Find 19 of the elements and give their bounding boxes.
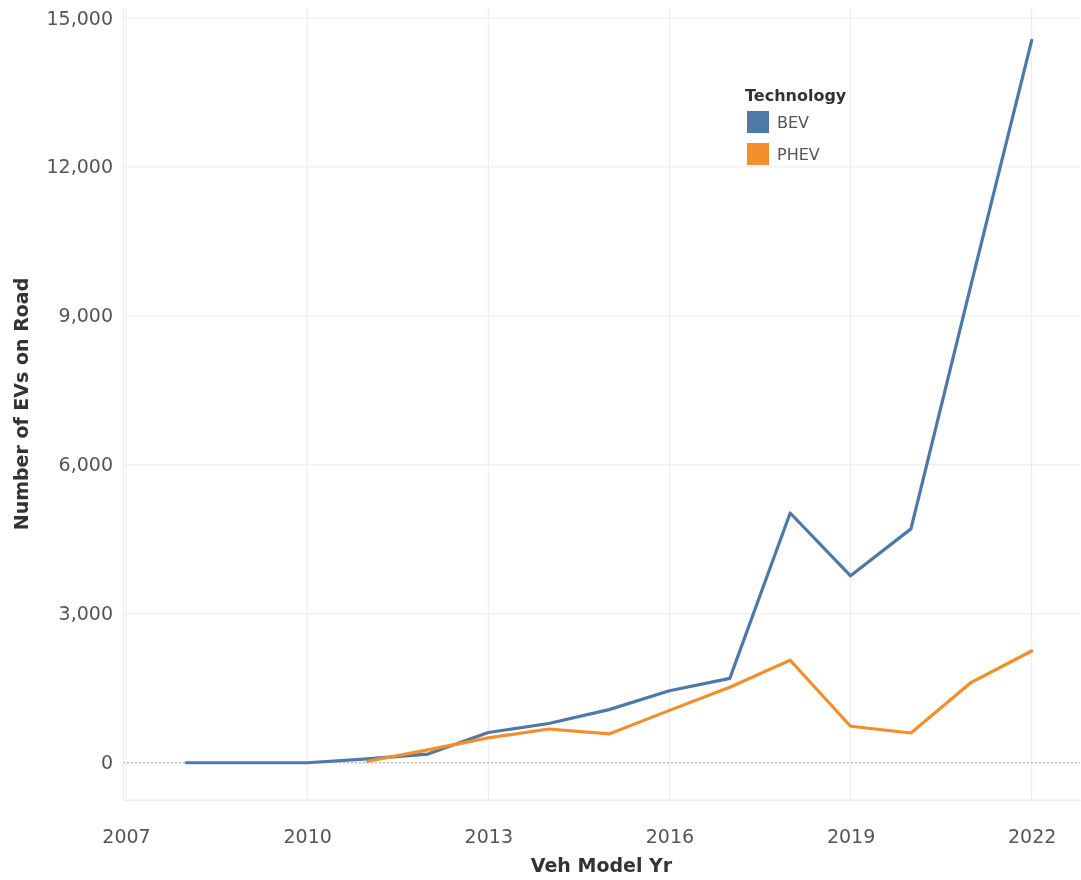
legend-label: BEV (777, 113, 810, 132)
x-tick-label: 2007 (102, 825, 151, 848)
y-tick-label: 3,000 (58, 602, 113, 625)
x-tick-label: 2013 (464, 825, 513, 848)
x-tick-label: 2016 (645, 825, 695, 848)
x-tick-label: 2010 (283, 825, 332, 848)
line-series (184, 38, 1034, 765)
legend-label: PHEV (777, 145, 820, 164)
y-tick-label: 9,000 (58, 304, 113, 327)
y-tick-label: 12,000 (46, 155, 113, 178)
y-tick-label: 15,000 (46, 6, 113, 29)
y-tick-label: 6,000 (58, 453, 113, 476)
y-tick-label: 0 (100, 751, 113, 774)
x-tick-label: 2019 (826, 825, 876, 848)
line-series (365, 649, 1034, 763)
x-axis-title: Veh Model Yr (530, 854, 673, 876)
y-axis-title: Number of EVs on Road (10, 277, 32, 531)
legend-title: Technology (745, 86, 847, 105)
x-tick-label: 2022 (1008, 825, 1057, 848)
